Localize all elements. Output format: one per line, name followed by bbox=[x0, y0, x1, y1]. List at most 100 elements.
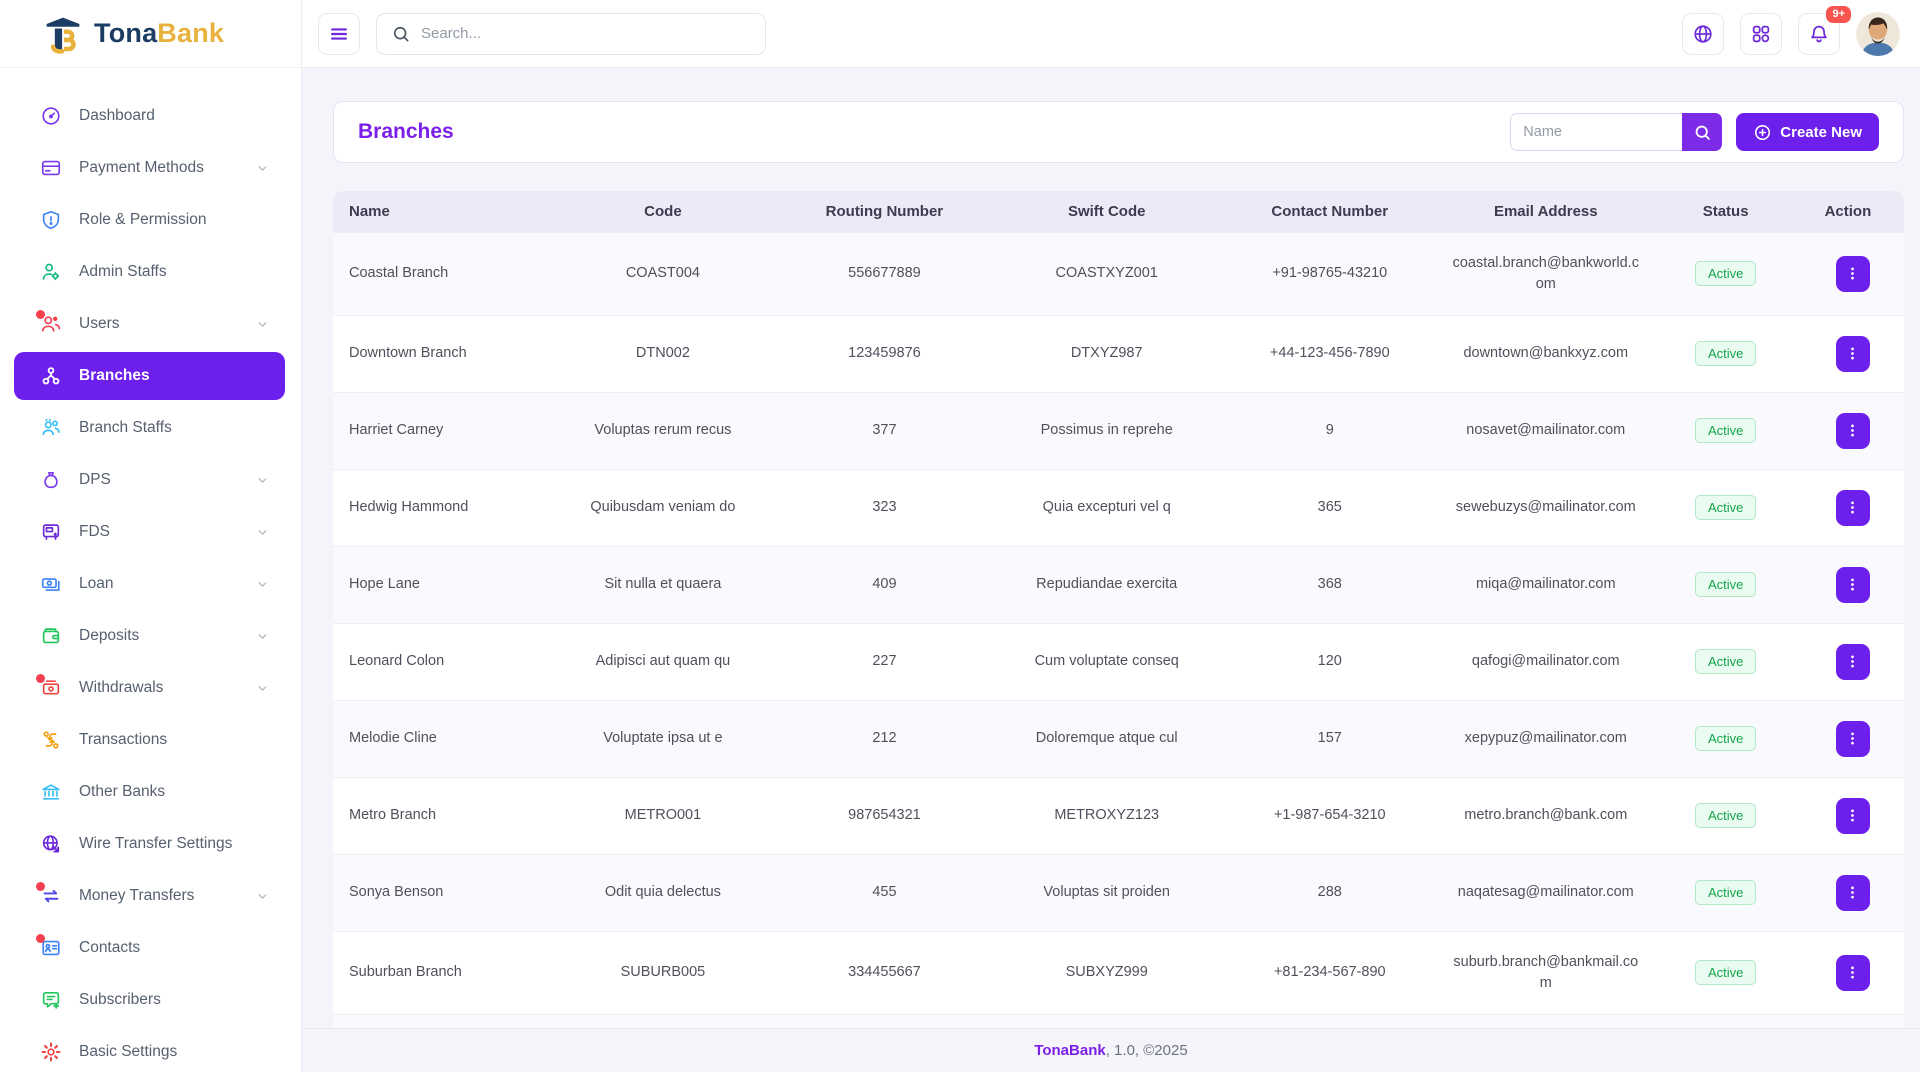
branches-table-card: NameCodeRouting NumberSwift CodeContact … bbox=[333, 191, 1904, 1028]
cell-status: Active bbox=[1649, 854, 1801, 931]
language-button[interactable] bbox=[1682, 13, 1724, 55]
users-group-icon bbox=[40, 417, 62, 439]
chevron-down-icon bbox=[256, 630, 269, 643]
cell-name: Metro Branch bbox=[333, 777, 553, 854]
sidebar-item-label: Transactions bbox=[79, 731, 167, 749]
cell-routing: 556677889 bbox=[773, 232, 996, 315]
cell-routing: 409 bbox=[773, 546, 996, 623]
row-actions-button[interactable] bbox=[1836, 875, 1870, 911]
cell-email: nosavet@mailinator.com bbox=[1442, 392, 1649, 469]
cell-name: Harriet Carney bbox=[333, 392, 553, 469]
row-actions-button[interactable] bbox=[1836, 256, 1870, 292]
globe-icon bbox=[1692, 23, 1714, 45]
cell-name: Downtown Branch bbox=[333, 315, 553, 392]
user-avatar[interactable] bbox=[1856, 12, 1900, 56]
row-actions-button[interactable] bbox=[1836, 721, 1870, 757]
sidebar-item-other-banks[interactable]: Other Banks bbox=[14, 768, 285, 816]
create-new-button[interactable]: Create New bbox=[1736, 113, 1879, 151]
cell-code: COAST004 bbox=[553, 232, 773, 315]
cell-contact: 120 bbox=[1217, 623, 1442, 700]
brand-logo[interactable]: TonaBank bbox=[0, 0, 301, 68]
sidebar-item-wire-transfer-settings[interactable]: Wire Transfer Settings bbox=[14, 820, 285, 868]
create-new-label: Create New bbox=[1780, 124, 1862, 141]
dashboard-icon bbox=[40, 105, 62, 127]
table-row: Hope LaneSit nulla et quaera409Repudiand… bbox=[333, 546, 1904, 623]
sidebar-item-label: DPS bbox=[79, 471, 111, 489]
row-actions-button[interactable] bbox=[1836, 413, 1870, 449]
chevron-down-icon bbox=[256, 162, 269, 175]
row-actions-button[interactable] bbox=[1836, 644, 1870, 680]
cell-action bbox=[1802, 777, 1904, 854]
sidebar-item-money-transfers[interactable]: Money Transfers bbox=[14, 872, 285, 920]
row-actions-button[interactable] bbox=[1836, 336, 1870, 372]
cell-action bbox=[1802, 469, 1904, 546]
notifications-button[interactable]: 9+ bbox=[1798, 13, 1840, 55]
apps-button[interactable] bbox=[1740, 13, 1782, 55]
column-header-name: Name bbox=[333, 191, 553, 232]
cell-email: metro.branch@bank.com bbox=[1442, 777, 1649, 854]
sidebar-item-loan[interactable]: Loan bbox=[14, 560, 285, 608]
sidebar-item-fds[interactable]: FDS bbox=[14, 508, 285, 556]
status-badge: Active bbox=[1695, 803, 1756, 829]
cell-status: Active bbox=[1649, 623, 1801, 700]
cell-action bbox=[1802, 392, 1904, 469]
app-window: TonaBank DashboardPayment MethodsRole & … bbox=[0, 0, 1920, 1072]
row-actions-button[interactable] bbox=[1836, 567, 1870, 603]
sidebar-item-dashboard[interactable]: Dashboard bbox=[14, 92, 285, 140]
sidebar-item-transactions[interactable]: Transactions bbox=[14, 716, 285, 764]
ellipsis-v-icon bbox=[1844, 265, 1861, 282]
table-row: Melodie ClineVoluptate ipsa ut e212Dolor… bbox=[333, 700, 1904, 777]
sidebar-item-label: Users bbox=[79, 315, 119, 333]
cell-contact: +81-234-567-890 bbox=[1217, 931, 1442, 1014]
sidebar-item-dps[interactable]: DPS bbox=[14, 456, 285, 504]
sidebar-item-role-permission[interactable]: Role & Permission bbox=[14, 196, 285, 244]
global-search[interactable] bbox=[376, 13, 766, 55]
chevron-down-icon bbox=[256, 578, 269, 591]
global-search-input[interactable] bbox=[421, 25, 751, 42]
name-filter-input[interactable] bbox=[1510, 113, 1682, 151]
page-title: Branches bbox=[358, 120, 454, 144]
cell-status: Active bbox=[1649, 392, 1801, 469]
page-header-card: Branches Create New bbox=[333, 101, 1904, 163]
sidebar-item-branches[interactable]: Branches bbox=[14, 352, 285, 400]
cash-out-icon bbox=[40, 677, 62, 699]
status-badge: Active bbox=[1695, 261, 1756, 287]
cell-code: Voluptate ipsa ut e bbox=[553, 700, 773, 777]
row-actions-button[interactable] bbox=[1836, 798, 1870, 834]
sidebar-item-deposits[interactable]: Deposits bbox=[14, 612, 285, 660]
cell-email: xepypuz@mailinator.com bbox=[1442, 700, 1649, 777]
sidebar-item-basic-settings[interactable]: Basic Settings bbox=[14, 1028, 285, 1072]
sidebar-item-subscribers[interactable]: Subscribers bbox=[14, 976, 285, 1024]
cell-action bbox=[1802, 546, 1904, 623]
sidebar-item-label: Wire Transfer Settings bbox=[79, 835, 232, 853]
sidebar-item-withdrawals[interactable]: Withdrawals bbox=[14, 664, 285, 712]
sidebar-item-admin-staffs[interactable]: Admin Staffs bbox=[14, 248, 285, 296]
cell-code: SUBURB005 bbox=[553, 931, 773, 1014]
sidebar-item-branch-staffs[interactable]: Branch Staffs bbox=[14, 404, 285, 452]
sidebar-item-users[interactable]: Users bbox=[14, 300, 285, 348]
cell-swift: Cum voluptate conseq bbox=[996, 623, 1218, 700]
cell-routing: 334455667 bbox=[773, 931, 996, 1014]
table-header-row: NameCodeRouting NumberSwift CodeContact … bbox=[333, 191, 1904, 232]
chevron-down-icon bbox=[256, 682, 269, 695]
cell-swift: Quia excepturi vel q bbox=[996, 469, 1218, 546]
topbar: 9+ bbox=[302, 0, 1920, 68]
plus-circle-icon bbox=[1753, 123, 1772, 142]
row-actions-button[interactable] bbox=[1836, 955, 1870, 991]
ellipsis-v-icon bbox=[1844, 730, 1861, 747]
cell-action bbox=[1802, 623, 1904, 700]
contact-card-icon bbox=[40, 937, 62, 959]
status-badge: Active bbox=[1695, 960, 1756, 986]
brand-name: TonaBank bbox=[94, 18, 224, 49]
sidebar: TonaBank DashboardPayment MethodsRole & … bbox=[0, 0, 302, 1072]
sidebar-item-payment-methods[interactable]: Payment Methods bbox=[14, 144, 285, 192]
banknotes-icon bbox=[40, 573, 62, 595]
cell-status: Active bbox=[1649, 700, 1801, 777]
row-actions-button[interactable] bbox=[1836, 490, 1870, 526]
filter-search-button[interactable] bbox=[1682, 113, 1722, 151]
cell-action bbox=[1802, 315, 1904, 392]
users-icon bbox=[40, 313, 62, 335]
sidebar-toggle-button[interactable] bbox=[318, 13, 360, 55]
cell-name: Suburban Branch bbox=[333, 931, 553, 1014]
sidebar-item-contacts[interactable]: Contacts bbox=[14, 924, 285, 972]
